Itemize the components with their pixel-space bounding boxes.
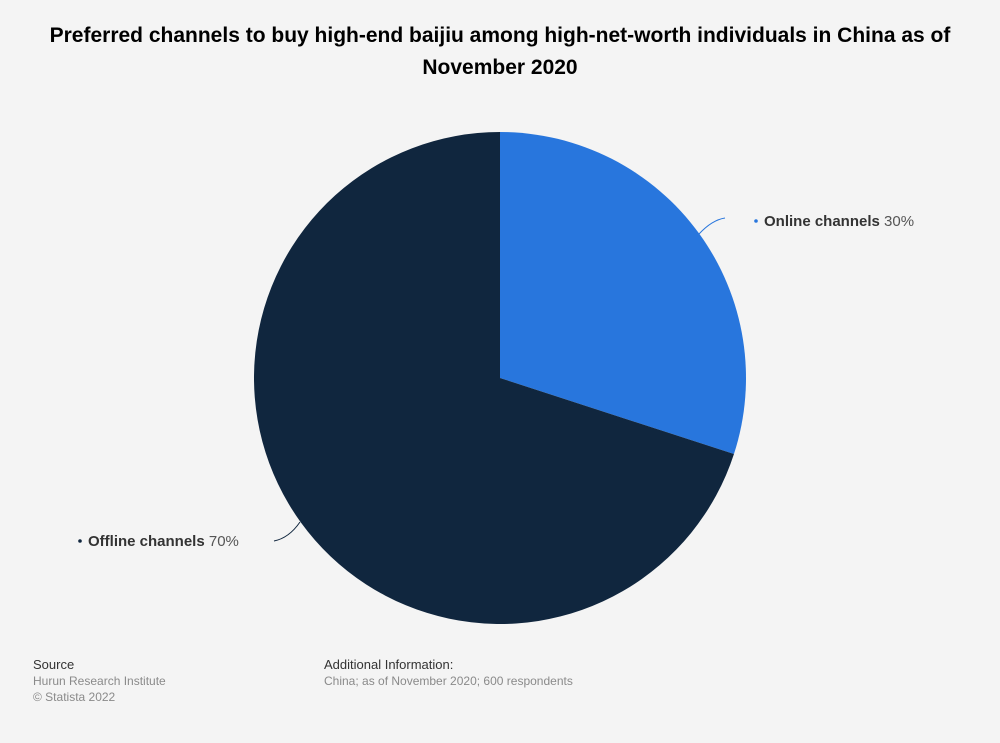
source-block: Source Hurun Research Institute © Statis… <box>33 657 166 705</box>
leader-line <box>273 521 301 542</box>
slice-label-name: Offline channels <box>88 533 205 550</box>
leader-line <box>698 217 726 235</box>
pie-slice-online-channels[interactable] <box>500 132 746 455</box>
slice-label: Offline channels 70% <box>88 533 239 550</box>
source-heading: Source <box>33 657 75 672</box>
slice-label-value: 30% <box>880 213 914 230</box>
chart-title: Preferred channels to buy high-end baiji… <box>49 24 951 79</box>
source-text[interactable]: Hurun Research Institute <box>33 674 166 688</box>
label-bullet <box>78 539 82 543</box>
slice-label-value: 70% <box>205 533 239 550</box>
slice-label: Online channels 30% <box>764 213 914 230</box>
additional-info-text: China; as of November 2020; 600 responde… <box>324 674 573 688</box>
additional-info-heading: Additional Information: <box>324 657 454 672</box>
pie-slices <box>254 132 746 624</box>
slice-label-name: Online channels <box>764 213 880 230</box>
pie-slice-offline-channels[interactable] <box>254 132 734 624</box>
copyright-text[interactable]: © Statista 2022 <box>33 690 116 704</box>
additional-info-block: Additional Information: China; as of Nov… <box>324 657 573 689</box>
label-bullet <box>754 219 758 223</box>
pie-labels: Online channels 30% Offline channels 70% <box>78 213 914 550</box>
